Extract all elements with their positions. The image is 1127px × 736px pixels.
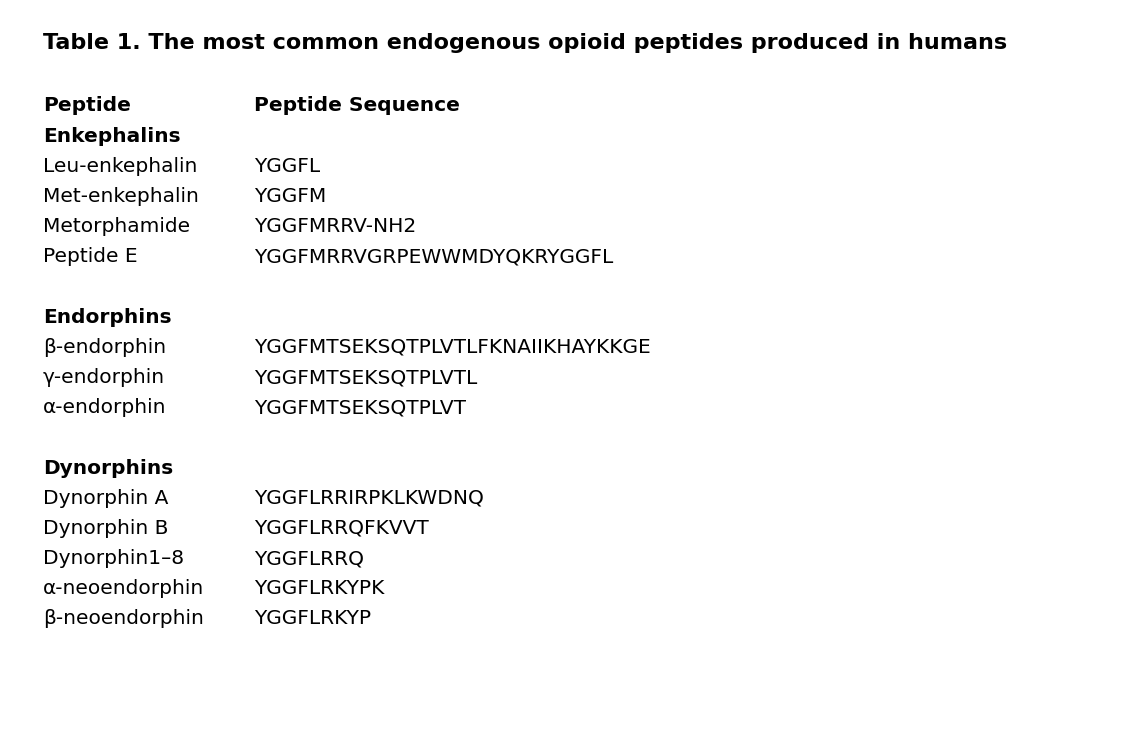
Text: YGGFLRKYP: YGGFLRKYP (254, 609, 371, 629)
Text: YGGFMTSEKSQTPLVTLFKNAIIKНAYKKGE: YGGFMTSEKSQTPLVTLFKNAIIKНAYKKGE (254, 338, 650, 357)
Text: YGGFMTSEKSQTPLVTL: YGGFMTSEKSQTPLVTL (254, 368, 477, 387)
Text: YGGFMRRV-NH2: YGGFMRRV-NH2 (254, 217, 416, 236)
Text: YGGFL: YGGFL (254, 157, 320, 176)
Text: Leu-enkephalin: Leu-enkephalin (43, 157, 197, 176)
Text: Dynorphin1–8: Dynorphin1–8 (43, 549, 184, 568)
Text: Met-enkephalin: Met-enkephalin (43, 187, 198, 206)
Text: α-neoendorphin: α-neoendorphin (43, 579, 204, 598)
Text: YGGFLRKYPK: YGGFLRKYPK (254, 579, 384, 598)
Text: Endorphins: Endorphins (43, 308, 171, 327)
Text: Dynorphins: Dynorphins (43, 459, 174, 478)
Text: Peptide Sequence: Peptide Sequence (254, 96, 460, 115)
Text: Metorphamide: Metorphamide (43, 217, 190, 236)
Text: β-neoendorphin: β-neoendorphin (43, 609, 204, 629)
Text: Table 1. The most common endogenous opioid peptides produced in humans: Table 1. The most common endogenous opio… (43, 33, 1006, 53)
Text: Enkephalins: Enkephalins (43, 127, 180, 146)
Text: α-endorphin: α-endorphin (43, 398, 167, 417)
Text: YGGFM: YGGFM (254, 187, 326, 206)
Text: Peptide: Peptide (43, 96, 131, 115)
Text: YGGFLRRQ: YGGFLRRQ (254, 549, 364, 568)
Text: Dynorphin B: Dynorphin B (43, 519, 168, 538)
Text: γ-endorphin: γ-endorphin (43, 368, 165, 387)
Text: Peptide E: Peptide E (43, 247, 137, 266)
Text: YGGFMRRVGRPEWWMDYQKRYGGFL: YGGFMRRVGRPEWWMDYQKRYGGFL (254, 247, 613, 266)
Text: YGGFMTSEKSQTPLVT: YGGFMTSEKSQTPLVT (254, 398, 465, 417)
Text: β-endorphin: β-endorphin (43, 338, 166, 357)
Text: YGGFLRRQFKVVT: YGGFLRRQFKVVT (254, 519, 428, 538)
Text: YGGFLRRIRPKLKWDNQ: YGGFLRRIRPKLKWDNQ (254, 489, 483, 508)
Text: Dynorphin A: Dynorphin A (43, 489, 168, 508)
